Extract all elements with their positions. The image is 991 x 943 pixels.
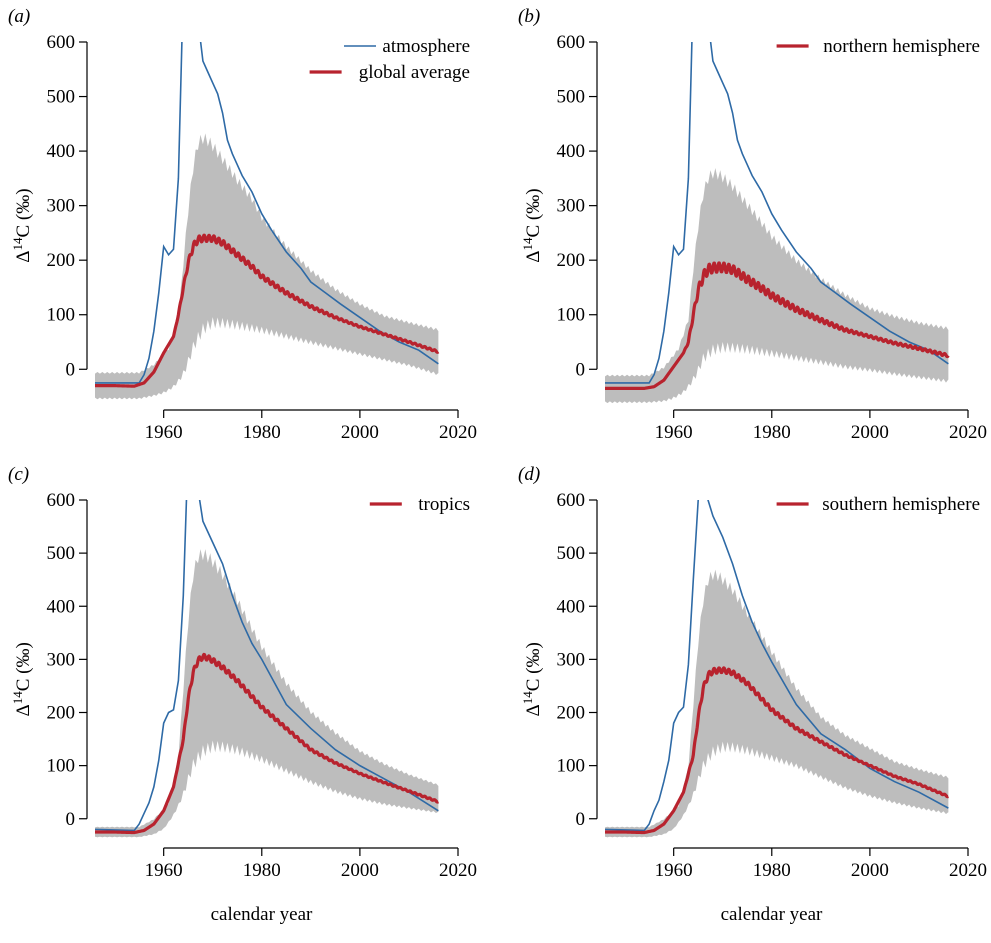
- y-tick-label: 100: [47, 756, 76, 777]
- uncertainty-band: [95, 549, 439, 838]
- panel-label: (d): [518, 464, 540, 485]
- plot-area: [95, 500, 440, 838]
- y-tick-label: 400: [557, 141, 586, 162]
- x-axis-label: calendar year: [211, 904, 313, 925]
- y-tick-label: 200: [557, 703, 586, 724]
- legend-label: tropics: [418, 494, 470, 515]
- y-tick-label: 300: [47, 649, 76, 670]
- y-tick-label: 600: [47, 32, 76, 53]
- uncertainty-band: [95, 133, 439, 400]
- y-tick-label: 500: [47, 87, 76, 108]
- panel-label: (b): [518, 6, 540, 27]
- plot-area: [605, 500, 950, 838]
- average-line: [95, 652, 440, 835]
- x-tick-label: 2020: [949, 422, 987, 443]
- y-tick-label: 400: [557, 596, 586, 617]
- y-tick-label: 300: [47, 196, 76, 217]
- y-tick-label: 600: [557, 32, 586, 53]
- panel-b: 0 100 200 300 400 500 600 1960 1980 2000 2020 (b) Δ1…: [518, 6, 987, 443]
- y-tick-label: 300: [557, 196, 586, 217]
- y-tick-label: 500: [47, 543, 76, 564]
- atmosphere-line: [605, 500, 949, 832]
- plot-area: [95, 42, 440, 400]
- x-tick-label: 1960: [145, 422, 183, 443]
- x-tick-label: 2000: [341, 860, 379, 881]
- legend-label: atmosphere: [382, 36, 470, 57]
- x-tick-label: 1960: [655, 860, 693, 881]
- y-tick-label: 400: [47, 596, 76, 617]
- y-axis-label: Δ14C (‰): [520, 642, 544, 716]
- x-tick-label: 1980: [753, 860, 791, 881]
- x-axis-label: calendar year: [721, 904, 823, 925]
- uncertainty-band: [605, 569, 949, 838]
- panel-label: (a): [8, 6, 30, 27]
- average-line: [605, 666, 950, 835]
- legend-label: northern hemisphere: [823, 36, 980, 57]
- panel-a: 0 100 200 300 400 500 600 1960 1980 2000 2020 (a) Δ1…: [8, 6, 477, 443]
- y-axis-label: Δ14C (‰): [520, 188, 544, 262]
- x-tick-label: 2000: [851, 422, 889, 443]
- y-tick-label: 100: [47, 305, 76, 326]
- y-tick-label: 600: [557, 490, 586, 511]
- x-tick-label: 2000: [851, 860, 889, 881]
- x-tick-label: 1980: [753, 422, 791, 443]
- y-tick-label: 500: [557, 87, 586, 108]
- y-tick-label: 200: [47, 703, 76, 724]
- x-tick-label: 1960: [655, 422, 693, 443]
- plot-area: [605, 42, 950, 404]
- average-line: [605, 261, 950, 390]
- panel-label: (c): [8, 464, 29, 485]
- y-tick-label: 500: [557, 543, 586, 564]
- y-tick-label: 600: [47, 490, 76, 511]
- x-tick-label: 2020: [949, 860, 987, 881]
- y-tick-label: 0: [576, 809, 586, 830]
- panel-d: 0 100 200 300 400 500 600 1960 1980 2000 2020 (d) Δ1…: [518, 464, 987, 925]
- y-tick-label: 0: [66, 809, 76, 830]
- panel-c: 0 100 200 300 400 500 600 1960 1980 2000 2020 (c) Δ1…: [8, 464, 477, 925]
- y-tick-label: 0: [576, 359, 586, 380]
- legend-label: southern hemisphere: [822, 494, 980, 515]
- y-tick-label: 100: [557, 305, 586, 326]
- average-line: [95, 233, 440, 388]
- x-tick-label: 2020: [439, 860, 477, 881]
- y-tick-label: 400: [47, 141, 76, 162]
- legend-label: global average: [359, 62, 470, 83]
- atmosphere-line: [95, 500, 439, 832]
- y-tick-label: 300: [557, 649, 586, 670]
- x-tick-label: 1980: [243, 422, 281, 443]
- atmosphere-line: [95, 42, 439, 384]
- y-axis-label: Δ14C (‰): [10, 642, 34, 716]
- x-tick-label: 2000: [341, 422, 379, 443]
- x-tick-label: 2020: [439, 422, 477, 443]
- y-tick-label: 100: [557, 756, 586, 777]
- y-tick-label: 0: [66, 359, 76, 380]
- x-tick-label: 1960: [145, 860, 183, 881]
- atmosphere-line: [605, 42, 949, 384]
- y-tick-label: 200: [557, 250, 586, 271]
- x-tick-label: 1980: [243, 860, 281, 881]
- y-axis-label: Δ14C (‰): [10, 188, 34, 262]
- y-tick-label: 200: [47, 250, 76, 271]
- uncertainty-band: [605, 168, 949, 404]
